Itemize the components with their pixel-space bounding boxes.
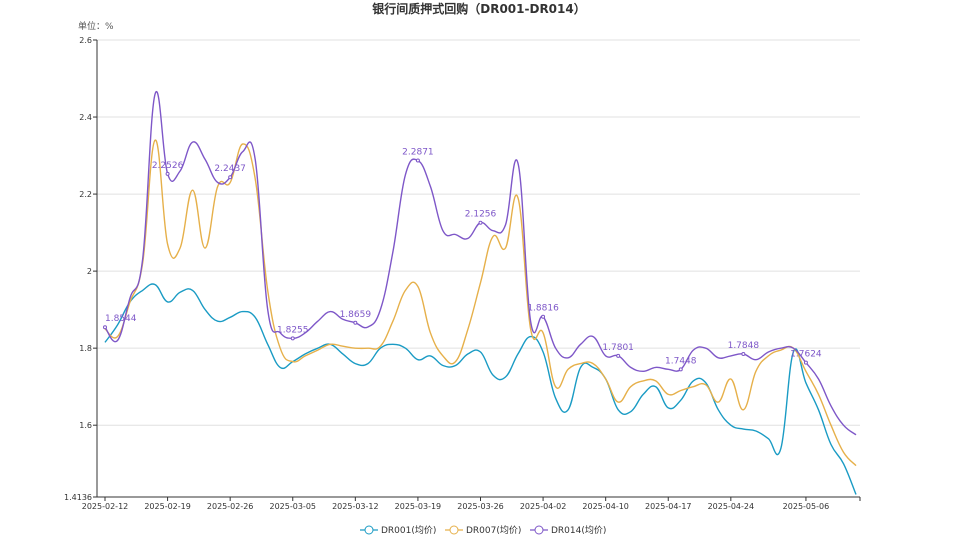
- y-tick-label: 2.4: [79, 113, 92, 122]
- data-point: [478, 220, 483, 225]
- chart-title: 银行间质押式回购（DR001-DR014）: [372, 1, 585, 16]
- data-point: [616, 353, 621, 358]
- x-tick-label: 2025-05-06: [783, 502, 830, 511]
- legend-label: DR001(均价): [381, 524, 436, 536]
- data-point: [678, 367, 683, 372]
- x-tick-label: 2025-03-12: [332, 502, 379, 511]
- legend-circle-icon: [449, 525, 459, 535]
- x-tick-label: 2025-02-19: [144, 502, 191, 511]
- data-point: [353, 320, 358, 325]
- x-tick-label: 2025-04-02: [520, 502, 567, 511]
- data-point: [165, 171, 170, 176]
- legend: DR001(均价) DR007(均价) DR014(均价): [360, 524, 606, 536]
- data-point: [103, 325, 107, 330]
- data-label: 2.2437: [214, 164, 246, 174]
- data-point: [290, 336, 295, 341]
- data-label: 1.7624: [790, 350, 822, 360]
- series-group: [104, 90, 857, 495]
- legend-circle-icon: [364, 525, 374, 535]
- legend-item[interactable]: DR001(均价): [360, 524, 436, 536]
- data-labels: 1.8544 2.2526 2.2437 1.8255 1.8659 2.2871 2.12…: [103, 148, 822, 372]
- data-label: 2.2526: [152, 161, 184, 171]
- legend-item[interactable]: DR014(均价): [530, 524, 606, 536]
- y-tick-label: 2: [87, 267, 92, 276]
- data-label: 1.8816: [527, 304, 559, 314]
- x-tick-label: 2025-02-12: [82, 502, 129, 511]
- series-line-dr014: [104, 90, 857, 436]
- x-tick-label: 2025-02-26: [207, 502, 254, 511]
- data-label: 1.7848: [728, 341, 760, 351]
- data-point: [803, 360, 808, 365]
- grid-lines: [97, 39, 860, 426]
- x-tick-label: 2025-04-17: [645, 502, 692, 511]
- data-point: [415, 158, 420, 163]
- data-label: 1.7801: [602, 343, 634, 353]
- data-label: 1.8659: [340, 310, 372, 320]
- data-point: [228, 175, 233, 180]
- x-tick-label: 2025-03-19: [395, 502, 442, 511]
- data-point: [541, 314, 546, 319]
- data-label: 1.8255: [277, 325, 309, 335]
- y-tick-label: 2.2: [79, 190, 92, 199]
- x-tick-label: 2025-03-26: [457, 502, 504, 511]
- series-line-dr007: [104, 139, 857, 467]
- y-tick-label: 1.8: [79, 344, 92, 353]
- legend-label: DR014(均价): [551, 524, 606, 536]
- x-tick-label: 2025-04-24: [708, 502, 755, 511]
- y-tick-label: 2.6: [79, 36, 92, 45]
- y-tick-label: 1.4136: [64, 493, 92, 502]
- x-tick-label: 2025-03-05: [270, 502, 317, 511]
- data-label: 2.2871: [402, 148, 434, 158]
- data-label: 1.7448: [665, 356, 697, 366]
- data-label: 2.1256: [465, 210, 497, 220]
- series-line-dr001: [104, 283, 857, 495]
- data-label: 1.8544: [105, 314, 137, 324]
- legend-label: DR007(均价): [466, 524, 521, 536]
- unit-label: 单位：%: [78, 20, 114, 32]
- y-axis: 1.4136 1.6 1.8 2 2.2 2.4 2.6: [64, 36, 98, 502]
- legend-item[interactable]: DR007(均价): [445, 524, 521, 536]
- legend-circle-icon: [534, 525, 544, 535]
- x-tick-label: 2025-04-10: [582, 502, 629, 511]
- x-axis: 2025-02-12 2025-02-19 2025-02-26 2025-03-05…: [82, 496, 861, 511]
- y-tick-label: 1.6: [79, 421, 92, 430]
- data-point: [741, 352, 746, 357]
